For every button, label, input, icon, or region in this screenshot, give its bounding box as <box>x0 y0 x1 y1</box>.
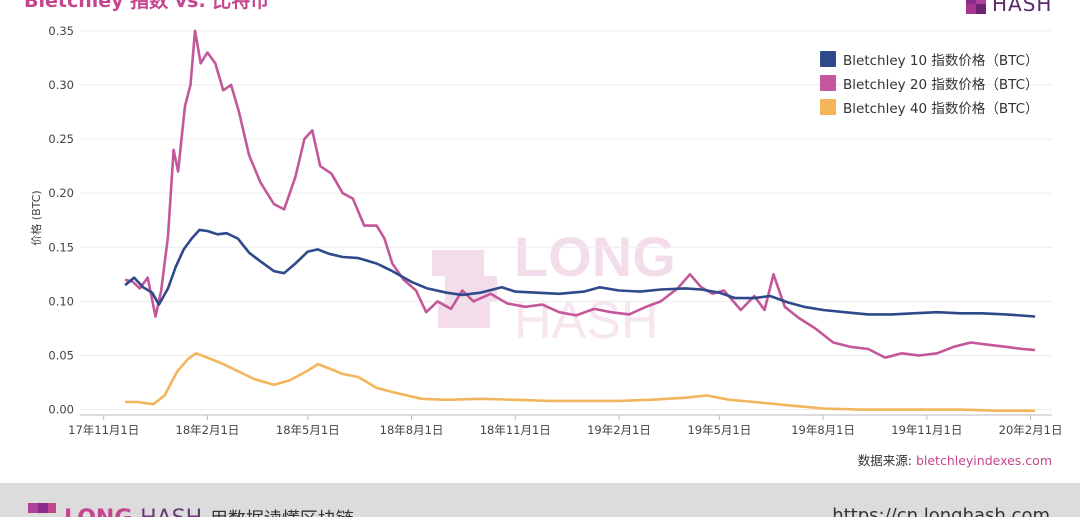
x-tick-label: 19年2月1日 <box>587 423 651 437</box>
series-line-1 <box>124 29 1036 359</box>
longhash-logo: HASH <box>962 0 1072 26</box>
footer-brand-hash: HASH <box>140 506 202 517</box>
footer-bar: LONG HASH 用数据读懂区块链 https://cn.longhash.c… <box>0 483 1080 517</box>
watermark-hash: HASH <box>514 292 658 350</box>
watermark-cube-icon <box>432 250 497 328</box>
legend-swatch <box>820 51 836 67</box>
watermark: LONG HASH <box>432 225 676 350</box>
legend: Bletchley 10 指数价格（BTC） Bletchley 20 指数价格（… <box>820 47 1039 119</box>
x-tick-label: 19年8月1日 <box>791 423 855 437</box>
x-tick-label: 18年8月1日 <box>380 423 444 437</box>
footer-url[interactable]: https://cn.longhash.com <box>832 505 1050 517</box>
source-label: 数据来源: <box>857 453 916 468</box>
chart-title: Bletchley 指数 vs. 比特币 <box>24 0 270 12</box>
footer-cube-icon <box>28 503 56 513</box>
legend-swatch <box>820 99 836 115</box>
legend-swatch <box>820 75 836 91</box>
y-tick-label: 0.15 <box>48 240 74 254</box>
source-link[interactable]: bletchleyindexes.com <box>915 453 1052 468</box>
y-tick-label: 0.00 <box>48 403 74 417</box>
legend-item: Bletchley 10 指数价格（BTC） <box>820 47 1039 71</box>
x-tick-label: 19年11月1日 <box>891 423 962 437</box>
legend-label: Bletchley 20 指数价格（BTC） <box>843 77 1039 93</box>
legend-item: Bletchley 20 指数价格（BTC） <box>820 71 1039 95</box>
y-tick-label: 0.30 <box>48 78 74 92</box>
line-chart: LONG HASH 0.000.050.100.150.200.250.300.… <box>29 24 1063 437</box>
legend-label: Bletchley 40 指数价格（BTC） <box>843 101 1039 117</box>
x-tick-label: 17年11月1日 <box>68 423 139 437</box>
x-tick-label: 18年2月1日 <box>176 423 240 437</box>
x-tick-label: 18年11月1日 <box>480 423 551 437</box>
footer-brand-long: LONG <box>64 506 132 517</box>
x-tick-label: 19年5月1日 <box>687 423 751 437</box>
x-axis: 17年11月1日 18年2月1日 18年5月1日 18年8月1日 18年11月1日 19年… <box>68 414 1063 437</box>
y-axis-label: 价格 (BTC) <box>29 190 43 245</box>
y-tick-label: 0.20 <box>48 186 74 200</box>
footer-slogan: 用数据读懂区块链 <box>210 509 354 517</box>
y-tick-label: 0.10 <box>48 294 74 308</box>
logo-text: HASH <box>992 0 1053 16</box>
y-tick-label: 0.35 <box>48 24 74 38</box>
legend-item: Bletchley 40 指数价格（BTC） <box>820 95 1039 119</box>
x-tick-label: 20年2月1日 <box>999 423 1063 437</box>
data-source: 数据来源: bletchleyindexes.com <box>858 450 1052 469</box>
y-tick-label: 0.25 <box>48 132 74 146</box>
legend-label: Bletchley 10 指数价格（BTC） <box>843 53 1039 69</box>
series-lines <box>124 29 1036 412</box>
y-tick-label: 0.05 <box>48 348 74 362</box>
series-line-2 <box>125 352 1036 412</box>
x-tick-label: 18年5月1日 <box>276 423 340 437</box>
watermark-long: LONG <box>514 225 676 288</box>
y-axis: 0.00 0.05 0.10 0.15 0.20 0.25 0.30 0.35 <box>48 24 74 417</box>
footer-brand: LONG HASH 用数据读懂区块链 <box>64 505 354 517</box>
series-line-0 <box>124 228 1036 318</box>
cube-logo-icon <box>966 0 986 14</box>
